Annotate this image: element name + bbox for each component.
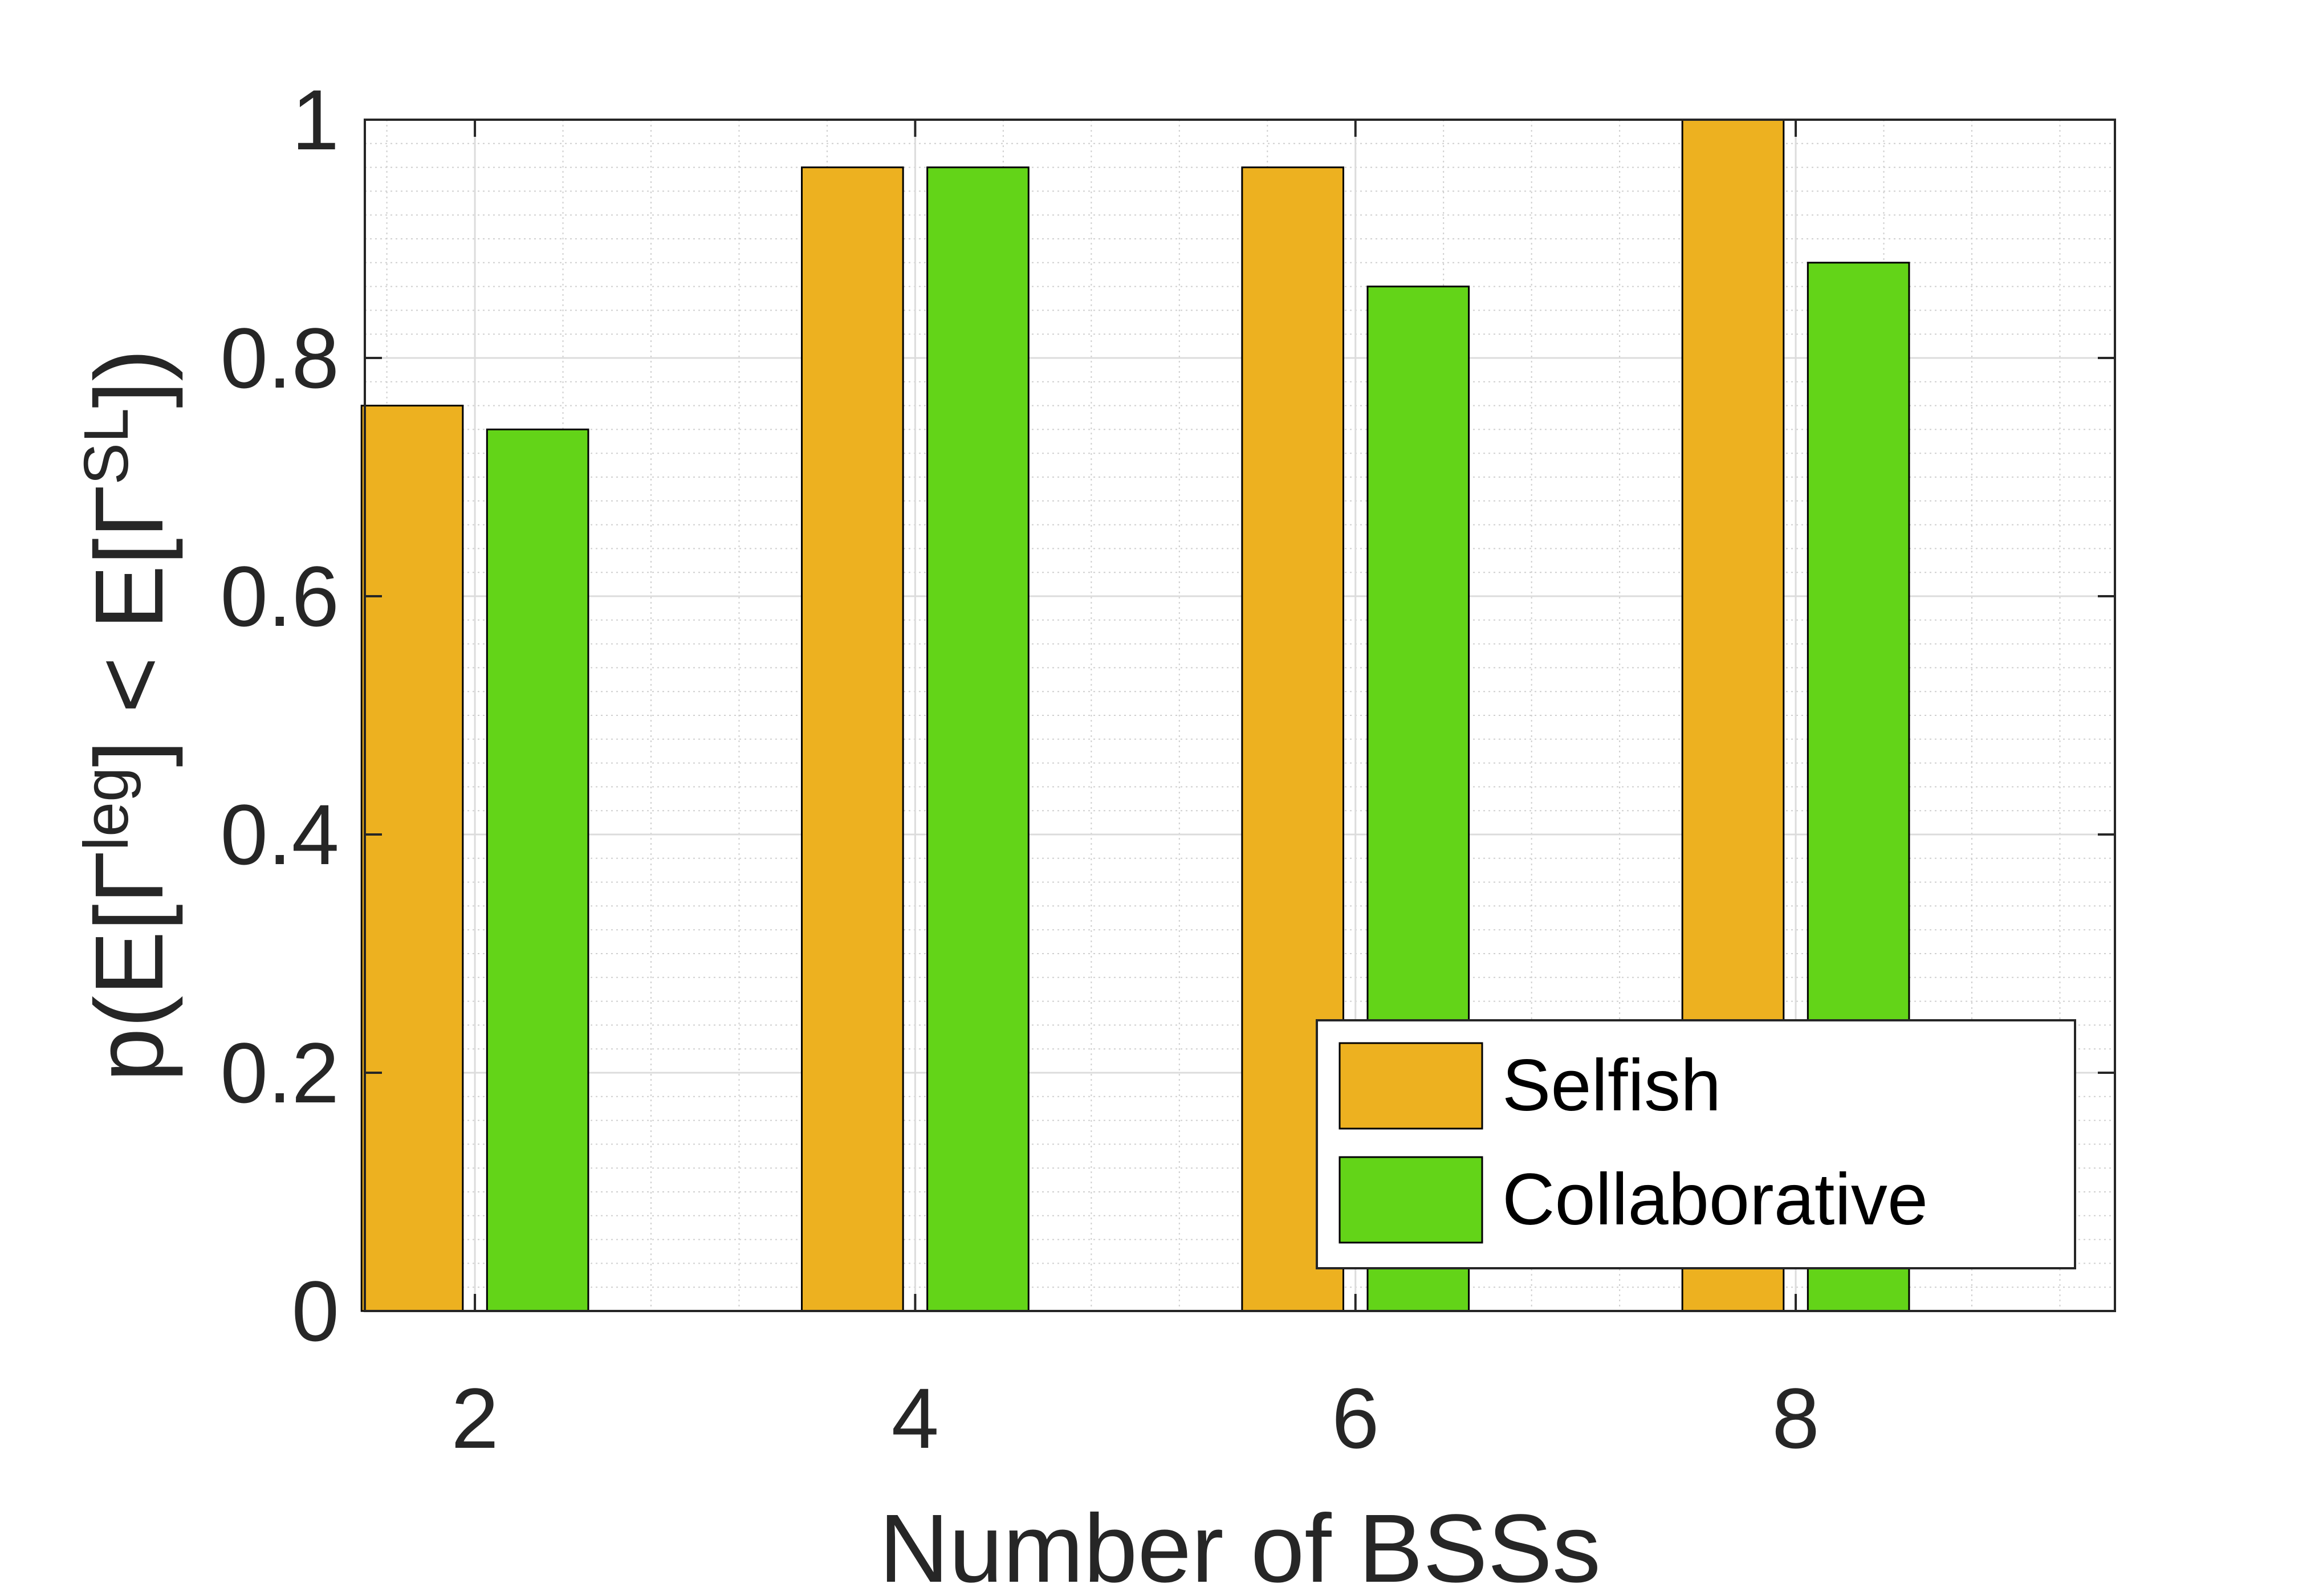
y-axis-title-pre: p(E[Γ xyxy=(75,851,184,1082)
tick-labels: 0 0.2 0.4 0.6 0.8 1 2 4 6 8 xyxy=(220,72,1819,1466)
x-tick-label: 6 xyxy=(1332,1370,1379,1466)
x-axis-title: Number of BSSs xyxy=(879,1495,1601,1596)
y-axis-title-sup2: SL xyxy=(71,408,141,485)
y-tick-label: 0.2 xyxy=(220,1025,339,1121)
x-tick-label: 2 xyxy=(451,1370,498,1466)
x-tick-label: 8 xyxy=(1772,1370,1819,1466)
legend-label-selfish: Selfish xyxy=(1502,1045,1721,1126)
plot-frame xyxy=(364,119,2116,1312)
bar-selfish-2 xyxy=(360,405,464,1312)
y-tick-label: 0.8 xyxy=(220,310,339,406)
bar-collaborative-2 xyxy=(486,428,589,1312)
y-axis-title: p(E[Γleg] < E[ΓSL]) xyxy=(71,349,184,1082)
axis-ticks xyxy=(365,119,2115,1312)
legend-swatch-selfish xyxy=(1339,1042,1483,1130)
y-axis-title-post: ]) xyxy=(75,349,184,408)
x-tick-label: 4 xyxy=(892,1370,939,1466)
y-tick-label: 1 xyxy=(292,72,339,168)
y-tick-label: 0.6 xyxy=(220,548,339,644)
y-tick-label: 0.4 xyxy=(220,787,339,882)
bar-collaborative-4 xyxy=(926,166,1030,1312)
y-axis-title-mid: ] < E[Γ xyxy=(75,484,184,767)
legend: Selfish Collaborative xyxy=(1316,1019,2076,1269)
bar-selfish-4 xyxy=(801,166,904,1312)
y-tick-label: 0 xyxy=(292,1263,339,1359)
y-axis-title-sup1: leg xyxy=(71,767,141,851)
legend-swatch-collaborative xyxy=(1339,1156,1483,1244)
legend-label-collaborative: Collaborative xyxy=(1502,1159,1928,1240)
